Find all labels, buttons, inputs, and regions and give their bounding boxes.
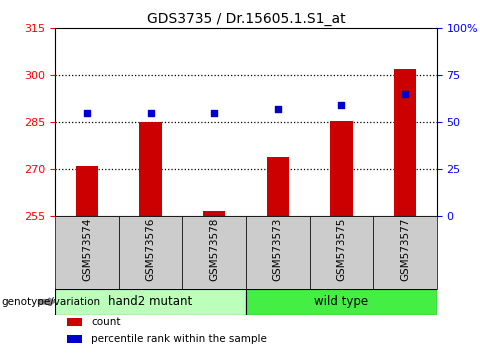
- Bar: [55, 216, 119, 289]
- Bar: [310, 216, 373, 289]
- Text: wild type: wild type: [314, 295, 369, 308]
- Point: [274, 106, 282, 112]
- Title: GDS3735 / Dr.15605.1.S1_at: GDS3735 / Dr.15605.1.S1_at: [147, 12, 345, 26]
- Bar: [55, 289, 246, 315]
- Bar: [119, 216, 182, 289]
- Point: [147, 110, 155, 116]
- Bar: [267, 156, 289, 216]
- Point: [401, 91, 409, 97]
- Text: percentile rank within the sample: percentile rank within the sample: [92, 334, 267, 344]
- Bar: [182, 216, 246, 289]
- Text: GSM573577: GSM573577: [400, 218, 410, 281]
- Text: GSM573574: GSM573574: [82, 218, 92, 281]
- Bar: [203, 211, 225, 216]
- Bar: [140, 122, 162, 216]
- Text: GSM573576: GSM573576: [145, 218, 156, 281]
- Point: [83, 110, 91, 116]
- Text: count: count: [92, 317, 121, 327]
- Bar: [373, 216, 437, 289]
- Text: GSM573578: GSM573578: [209, 218, 219, 281]
- Bar: [330, 121, 352, 216]
- Text: hand2 mutant: hand2 mutant: [108, 295, 193, 308]
- Point: [337, 102, 345, 108]
- Text: GSM573573: GSM573573: [273, 218, 283, 281]
- Bar: [67, 318, 82, 326]
- Text: GSM573575: GSM573575: [336, 218, 347, 281]
- Bar: [246, 289, 437, 315]
- Text: genotype/variation: genotype/variation: [1, 297, 101, 307]
- Bar: [76, 166, 98, 216]
- Point: [210, 110, 218, 116]
- Bar: [67, 335, 82, 343]
- Bar: [394, 69, 416, 216]
- Bar: [246, 216, 310, 289]
